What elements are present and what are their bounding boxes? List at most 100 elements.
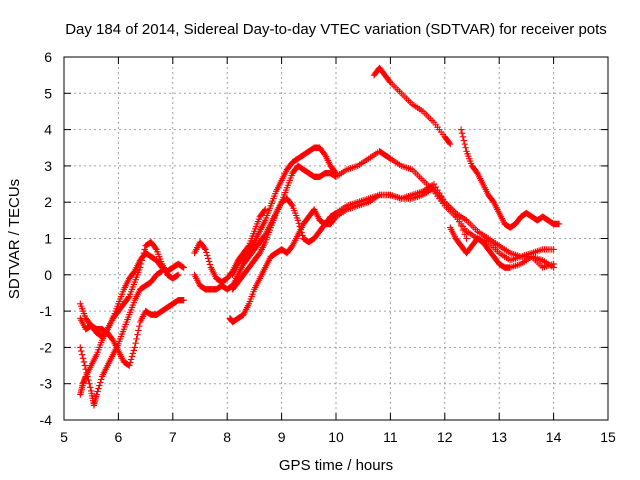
data-point (555, 220, 563, 228)
data-point (202, 246, 209, 253)
data-point (457, 222, 465, 229)
data-point (294, 217, 302, 224)
y-tick-label: 1 (44, 231, 52, 247)
x-tick-label: 11 (383, 429, 398, 445)
y-tick-label: 2 (44, 194, 52, 210)
y-tick-label: 4 (44, 122, 52, 138)
data-point (139, 253, 147, 260)
data-point (454, 214, 461, 221)
axis-ticks (63, 56, 609, 421)
y-tick-label: 0 (44, 267, 52, 283)
data-point (129, 350, 137, 357)
y-tick-label: 5 (44, 85, 52, 101)
data-point (452, 209, 459, 217)
data-point (550, 246, 557, 253)
data-point (205, 258, 213, 265)
data-point (460, 137, 468, 144)
data-point (461, 140, 468, 148)
data-point (203, 249, 210, 256)
y-tick-label: -4 (40, 412, 53, 428)
data-point (463, 235, 470, 242)
x-tick-label: 9 (278, 429, 286, 445)
y-tick-label: 3 (44, 158, 52, 174)
data-point (457, 126, 465, 133)
data-point (386, 78, 393, 85)
data-point (458, 130, 466, 137)
data-point (180, 264, 187, 271)
data-point (81, 362, 89, 369)
x-tick-label: 14 (546, 429, 562, 445)
x-tick-label: 8 (223, 429, 231, 445)
data-point (77, 344, 84, 351)
data-point (131, 344, 138, 351)
x-tick-label: 15 (600, 429, 616, 445)
data-points (77, 64, 563, 409)
data-point (94, 388, 101, 395)
data-point (138, 257, 146, 264)
data-point (137, 260, 145, 268)
data-point (550, 260, 557, 268)
data-point (459, 133, 467, 141)
data-point (141, 246, 148, 253)
data-point (78, 351, 86, 358)
data-point (82, 365, 89, 373)
data-point (96, 382, 103, 389)
y-axis-label: SDTVAR / TECUs (6, 179, 23, 299)
data-point (158, 267, 166, 275)
data-point (201, 244, 208, 252)
y-tick-label: 6 (44, 49, 52, 65)
data-point (332, 169, 340, 177)
data-point (298, 229, 305, 236)
data-point (97, 376, 105, 383)
data-point (462, 144, 469, 151)
data-point (83, 369, 90, 377)
data-point (204, 252, 211, 259)
y-tick-label: -3 (40, 376, 53, 392)
data-point (331, 168, 339, 176)
data-point (125, 294, 132, 301)
data-point (86, 380, 93, 387)
data-point (80, 358, 88, 366)
data-point (130, 347, 138, 354)
data-point (180, 297, 187, 304)
data-point (456, 218, 463, 225)
data-point (288, 201, 295, 208)
data-point (84, 373, 91, 380)
data-point (299, 232, 306, 239)
data-point (174, 272, 181, 279)
data-point (206, 261, 214, 268)
data-point (135, 327, 142, 334)
data-point (136, 264, 144, 271)
data-point (459, 226, 467, 234)
x-axis-label: GPS time / hours (279, 457, 393, 474)
data-point (446, 139, 453, 147)
data-point (85, 376, 92, 384)
data-point (126, 362, 133, 369)
data-point (447, 140, 454, 148)
data-point (132, 339, 139, 347)
data-point (262, 206, 269, 213)
data-point (461, 231, 468, 238)
data-point (179, 263, 186, 271)
x-tick-label: 7 (169, 429, 177, 445)
data-point (93, 391, 100, 398)
x-tick-label: 13 (491, 429, 507, 445)
data-point (128, 353, 136, 360)
grid-lines (64, 57, 608, 420)
y-tick-label: -1 (40, 303, 53, 319)
data-point (134, 331, 141, 338)
data-point (136, 323, 143, 330)
data-point (95, 385, 102, 392)
data-point (175, 271, 182, 278)
data-point (126, 359, 134, 366)
y-tick-label: -2 (40, 339, 53, 355)
x-tick-label: 12 (437, 429, 453, 445)
data-point (127, 356, 135, 363)
data-point (297, 226, 304, 233)
data-point (140, 249, 147, 257)
data-point (133, 335, 140, 343)
data-point (78, 347, 85, 355)
data-point (204, 255, 212, 262)
